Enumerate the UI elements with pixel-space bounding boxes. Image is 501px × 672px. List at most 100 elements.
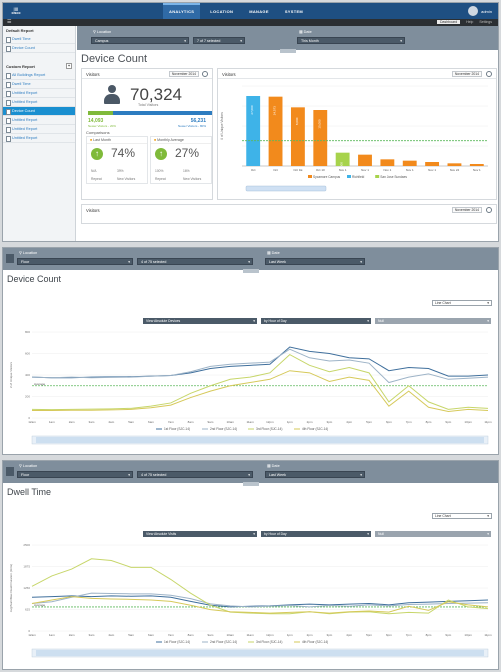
grouping-select[interactable]: by Hour of Day xyxy=(261,318,371,324)
view-select[interactable]: View Absolute Devices xyxy=(143,318,257,324)
extra-select[interactable]: Null xyxy=(375,318,491,324)
sidebar-item-custom[interactable]: Untitled Report xyxy=(3,89,75,98)
x-tick-label: 7pm xyxy=(406,633,412,637)
sidebar-item-dwell-time[interactable]: Dwell Time xyxy=(3,35,75,44)
location-multi-select[interactable]: 4 of 75 selected xyxy=(137,471,253,479)
extra-select[interactable]: Null xyxy=(375,531,491,537)
x-tick-label: Nov 1 xyxy=(473,168,481,172)
series-line xyxy=(31,353,489,411)
person-icon xyxy=(104,85,120,105)
x-tick-label: 8pm xyxy=(426,633,432,637)
x-tick-label: 6pm xyxy=(386,420,392,424)
x-tick-label: Oct xyxy=(251,168,256,172)
legend-swatch xyxy=(347,175,351,178)
dashboard-link[interactable]: Dashboard xyxy=(437,20,461,24)
series-line xyxy=(31,595,489,608)
x-tick-label: 2am xyxy=(69,633,75,637)
x-tick-label: 11pm xyxy=(484,633,492,637)
arrow-up-icon: ↑ xyxy=(155,148,167,160)
x-tick-label: 5am xyxy=(128,420,134,424)
y-tick-label: 800 xyxy=(25,330,30,334)
settings-icon[interactable] xyxy=(486,71,492,77)
chart-type-select[interactable]: Line Chart xyxy=(432,300,492,306)
sidebar-item-custom[interactable]: Untitled Report xyxy=(3,134,75,143)
date-select[interactable]: Last Week xyxy=(265,471,365,479)
x-tick-label: 10am xyxy=(227,420,235,424)
na-value: N/A xyxy=(91,169,97,173)
x-tick-label: 1pm xyxy=(287,420,293,424)
location-multi-select[interactable]: 4 of 75 selected xyxy=(137,258,253,266)
sidebar-item-custom[interactable]: Untitled Report xyxy=(3,125,75,134)
legend-label: Sycamore Campus xyxy=(313,175,341,179)
card-title: Visitors xyxy=(86,208,100,213)
x-tick-label: 8am xyxy=(188,633,194,637)
tab-location[interactable]: LOCATION xyxy=(210,9,234,14)
x-tick-label: 6pm xyxy=(386,633,392,637)
sidebar-item-device-count[interactable]: Device Count xyxy=(3,44,75,53)
sidebar-item-custom[interactable]: Dwell Time xyxy=(3,80,75,89)
location-select[interactable]: Floor xyxy=(17,471,133,479)
new-visitors-label: New Visitors xyxy=(117,177,136,181)
x-tick-label: 10pm xyxy=(464,633,472,637)
view-select[interactable]: View Absolute Visits xyxy=(143,531,257,537)
x-tick-label: 3pm xyxy=(326,420,332,424)
date-label: ▦ Date xyxy=(267,464,280,468)
location-select[interactable]: Floor xyxy=(17,258,133,266)
sidebar-item-custom[interactable]: Untitled Report xyxy=(3,98,75,107)
x-tick-label: 9pm xyxy=(445,633,451,637)
x-tick-label: 3pm xyxy=(326,633,332,637)
card-header: Visitors November 2014 xyxy=(82,69,212,79)
sidebar-item-custom[interactable]: All Buildings Report xyxy=(3,71,75,80)
x-tick-label: 9am xyxy=(208,420,214,424)
x-tick-label: 2am xyxy=(69,420,75,424)
collapse-handle[interactable] xyxy=(242,482,259,486)
filter-bar: ⚲ Location Campus 7 of 7 selected ▦ Date… xyxy=(77,26,498,53)
hamburger-icon[interactable]: ☰ xyxy=(7,19,12,25)
y-tick-label: 0 xyxy=(28,629,30,633)
tab-analytics[interactable]: ANALYTICS xyxy=(163,3,201,19)
add-report-button[interactable]: + xyxy=(66,63,72,69)
collapse-handle[interactable] xyxy=(279,49,296,53)
x-tick-label: Nov 1 xyxy=(361,168,369,172)
date-range-badge[interactable]: November 2014 xyxy=(168,71,199,77)
collapse-handle[interactable] xyxy=(242,269,259,273)
x-tick-label: 11am xyxy=(246,420,254,424)
location-multi-select[interactable]: 7 of 7 selected xyxy=(193,37,245,45)
date-range-badge[interactable]: November 2014 xyxy=(451,207,482,213)
tab-manage[interactable]: MANAGE xyxy=(249,9,269,14)
x-tick-label: Nov 1 xyxy=(406,168,414,172)
arrow-up-icon: ↑ xyxy=(91,148,103,160)
sidebar-item-custom[interactable]: Untitled Report xyxy=(3,116,75,125)
bar xyxy=(447,163,462,166)
legend-label: 3rd Floor (SJC-14) xyxy=(256,640,282,644)
date-select[interactable]: Last Week xyxy=(265,258,365,266)
date-range-badge[interactable]: November 2014 xyxy=(451,71,482,77)
y-tick-label: 400 xyxy=(25,373,30,377)
visitors-summary-card: Visitors November 2014 70,324 Total Visi… xyxy=(81,68,213,200)
bar xyxy=(425,162,440,166)
grouping-select[interactable]: by Hour of Day xyxy=(261,531,371,537)
location-label: ⚲ Location xyxy=(19,464,38,468)
sidebar: Default Report Dwell Time Device Count C… xyxy=(3,26,76,241)
legend-label: 1st Floor (SJC-14) xyxy=(164,427,190,431)
y-axis-label: Avg/Sum/Max Dwell Duration (mins) xyxy=(9,564,13,612)
monthly-average-title: Monthly Average xyxy=(151,137,211,144)
dashboard-panel: |||| cisco ANALYTICS LOCATION MANAGE SYST… xyxy=(2,2,499,242)
user-menu[interactable]: admin xyxy=(468,6,492,16)
average-label: Average xyxy=(34,603,45,607)
settings-link[interactable]: Settings xyxy=(479,20,492,24)
settings-icon[interactable] xyxy=(202,71,208,77)
help-link[interactable]: Help xyxy=(466,20,474,24)
x-tick-label: 12am xyxy=(28,420,36,424)
tab-system[interactable]: SYSTEM xyxy=(284,9,304,14)
location-select[interactable]: Campus xyxy=(91,37,189,45)
page-title: Device Count xyxy=(81,53,148,65)
last-month-comparison: Last Month ↑ 74% N/A 39% Repeat New Visi… xyxy=(86,136,148,184)
new-visitors-label: Newer Visitors - 20% xyxy=(88,124,116,128)
main-content: ⚲ Location Campus 7 of 7 selected ▦ Date… xyxy=(77,26,498,241)
settings-icon[interactable] xyxy=(486,207,492,213)
date-select[interactable]: This Month xyxy=(297,37,405,45)
series-line xyxy=(32,370,489,413)
sidebar-item-custom-selected[interactable]: Device Count xyxy=(3,107,75,116)
chart-type-select[interactable]: Line Chart xyxy=(432,513,492,519)
